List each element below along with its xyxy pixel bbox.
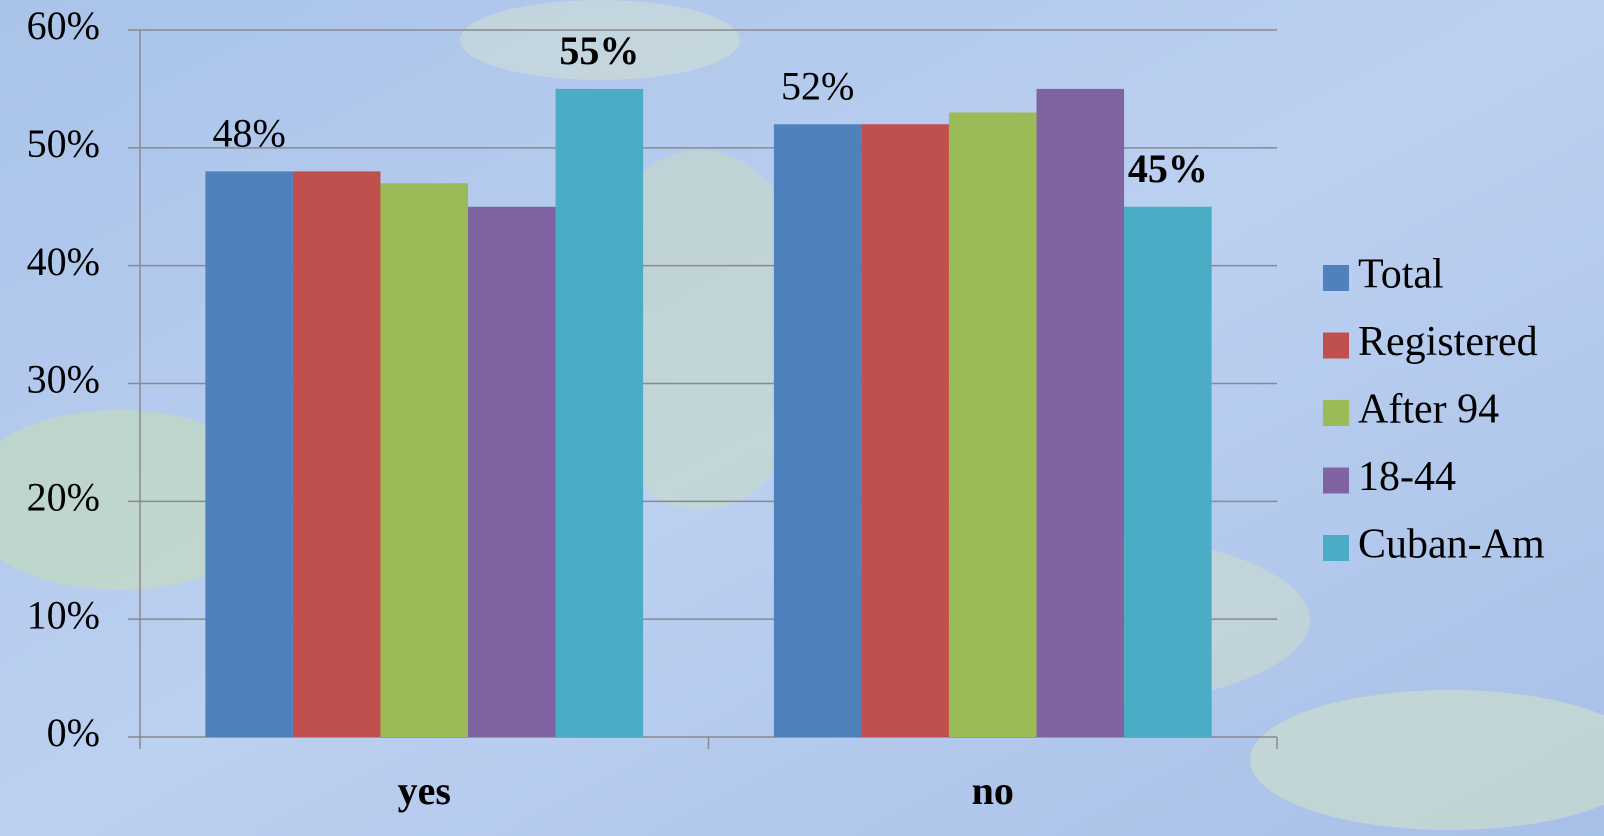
map-land	[460, 0, 740, 80]
bar	[555, 88, 644, 737]
data-label: 55%	[559, 28, 639, 73]
map-land	[1250, 690, 1604, 830]
bar	[292, 171, 381, 737]
bar	[861, 124, 949, 738]
y-tick-label: 30%	[27, 357, 100, 402]
bar	[1124, 206, 1212, 737]
data-label: 45%	[1128, 146, 1208, 191]
x-tick-label: yes	[398, 768, 451, 813]
bar	[468, 206, 556, 737]
x-tick-label: no	[972, 768, 1014, 813]
legend-swatch	[1323, 400, 1349, 426]
data-label: 48%	[212, 111, 285, 156]
bar	[380, 183, 469, 737]
legend-label: 18-44	[1358, 454, 1456, 500]
bar	[948, 112, 1037, 737]
bar	[205, 171, 293, 737]
legend-label: Registered	[1358, 319, 1538, 365]
legend-label: After 94	[1358, 387, 1499, 433]
legend-label: Cuban-Am	[1358, 522, 1545, 568]
bar	[1036, 88, 1125, 737]
legend-swatch	[1323, 265, 1349, 291]
data-label: 52%	[781, 63, 854, 108]
bar	[773, 124, 862, 738]
y-tick-label: 40%	[27, 239, 100, 284]
legend-swatch	[1323, 535, 1349, 561]
y-tick-label: 20%	[27, 475, 100, 520]
y-tick-label: 50%	[27, 121, 100, 166]
legend-swatch	[1323, 332, 1349, 359]
legend-label: Total	[1358, 252, 1444, 298]
y-tick-label: 10%	[27, 592, 100, 637]
y-tick-label: 0%	[47, 710, 100, 755]
y-tick-label: 60%	[27, 3, 100, 48]
legend-swatch	[1323, 467, 1349, 494]
